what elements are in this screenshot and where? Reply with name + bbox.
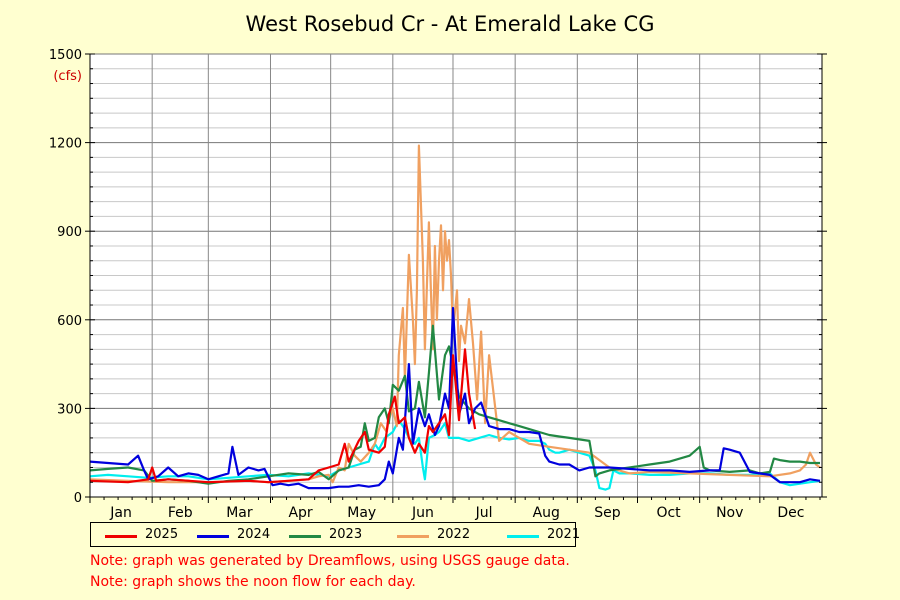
series-lines	[89, 144, 821, 491]
month-label: Jul	[475, 505, 493, 521]
month-label: Mar	[226, 505, 253, 521]
legend-label: 2021	[547, 527, 581, 542]
legend: 2025 2024 2023 2022 2021	[90, 522, 580, 547]
series-line-2023	[89, 324, 820, 485]
month-label: Feb	[168, 505, 193, 521]
y-tick-label: 1500	[49, 48, 82, 63]
axes: 0 300 600 900 1200 1500 (cfs) Jan Feb Mar Apr May Ju…	[49, 48, 827, 521]
month-label: Dec	[777, 505, 804, 521]
legend-swatch	[197, 535, 229, 538]
month-label: Jan	[109, 505, 132, 521]
legend-swatch	[105, 535, 137, 538]
note-noon-flow: Note: graph shows the noon flow for each…	[90, 574, 416, 590]
series-line-2024	[89, 306, 821, 490]
y-tick-label: 300	[57, 402, 82, 417]
month-label: Sep	[594, 505, 621, 521]
series-line-2025	[89, 348, 477, 484]
month-label: Oct	[656, 505, 681, 521]
y-tick-label: 1200	[49, 137, 82, 152]
y-axis-unit-label: (cfs)	[53, 69, 82, 84]
chart-title: West Rosebud Cr - At Emerald Lake CG	[245, 12, 655, 36]
month-label: Apr	[288, 505, 312, 521]
month-label: Nov	[716, 505, 743, 521]
legend-label: 2025	[145, 527, 179, 542]
legend-label: 2024	[237, 527, 271, 542]
note-source: Note: graph was generated by Dreamflows,…	[90, 553, 570, 569]
legend-swatch	[289, 535, 321, 538]
legend-label: 2023	[329, 527, 363, 542]
month-label: Jun	[411, 505, 434, 521]
y-tick-label: 600	[57, 314, 82, 329]
month-label: Aug	[533, 505, 560, 521]
legend-label: 2022	[437, 527, 471, 542]
y-tick-label: 0	[74, 491, 82, 506]
grid	[90, 53, 822, 498]
legend-swatch	[397, 535, 429, 538]
series-line-2022	[89, 144, 821, 484]
y-tick-label: 900	[57, 225, 82, 240]
month-label: May	[347, 505, 376, 521]
legend-swatch	[507, 535, 539, 538]
